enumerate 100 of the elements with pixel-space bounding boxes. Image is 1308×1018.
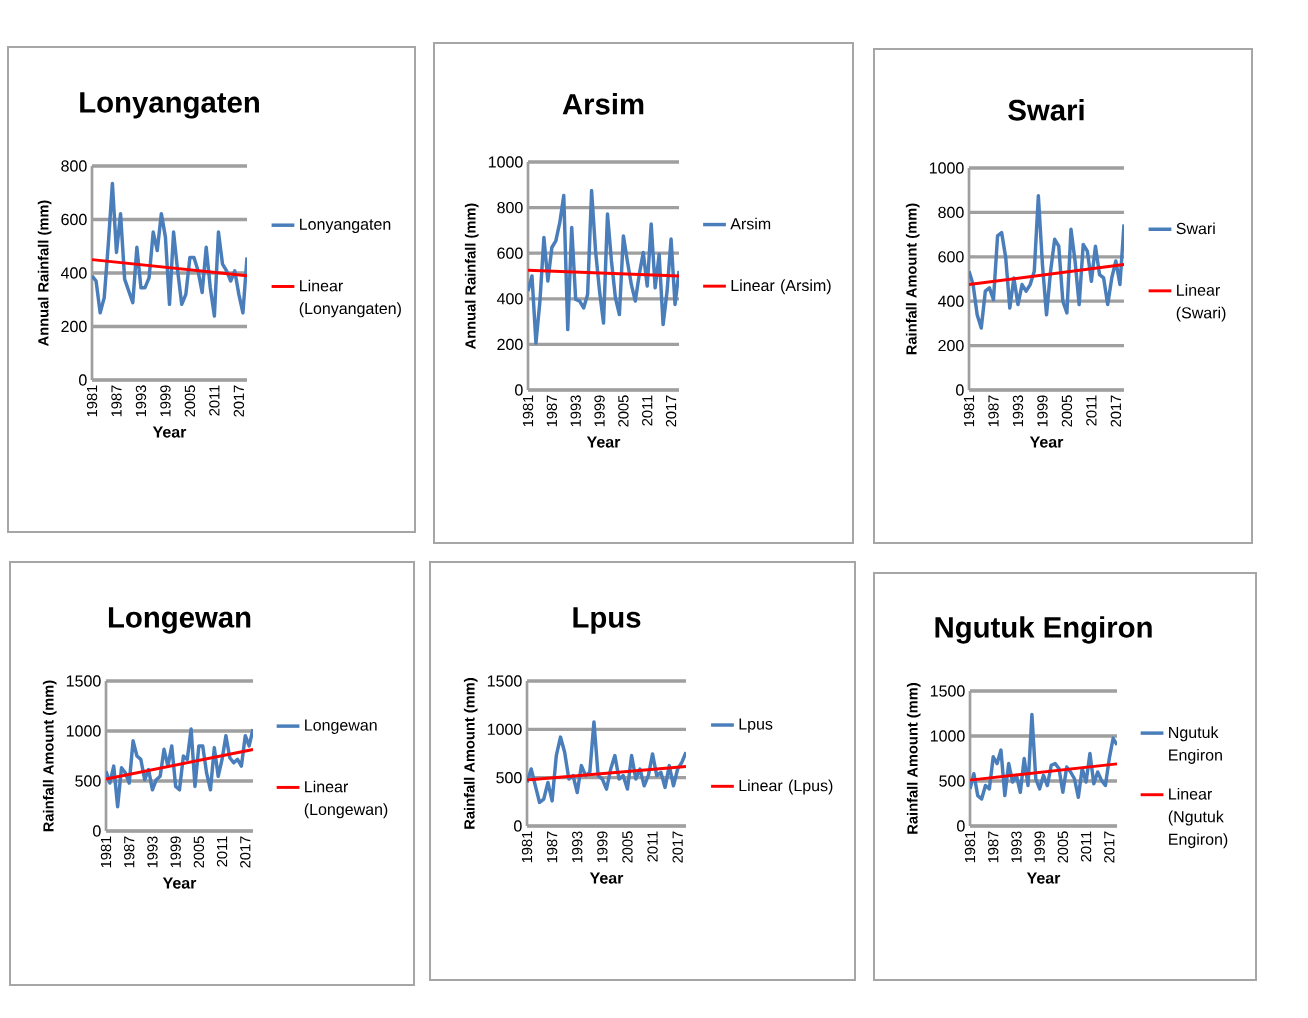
x-axis-title: Year bbox=[162, 877, 197, 889]
x-tick-label: 1999 bbox=[597, 831, 608, 863]
x-tick-label: 2005 bbox=[1061, 395, 1073, 427]
x-tick-label: 2011 bbox=[1080, 831, 1092, 862]
x-tick-label: 1981 bbox=[522, 395, 534, 427]
x-tick-label: 1987 bbox=[124, 836, 135, 868]
line-series bbox=[106, 727, 254, 809]
legend-label: Linear (Ngutuk Engiron) bbox=[1168, 787, 1228, 849]
y-tick-label: 800 bbox=[61, 160, 87, 172]
chart-title: Lpus bbox=[573, 607, 641, 634]
x-tick-label: 2017 bbox=[1110, 395, 1122, 427]
x-tick-label: 1999 bbox=[594, 395, 605, 427]
x-tick-label: 1993 bbox=[135, 385, 147, 417]
y-tick-label: 400 bbox=[60, 267, 87, 279]
chart-title: Lonyangaten bbox=[80, 92, 259, 119]
y-tick-label: 400 bbox=[937, 295, 964, 307]
y-tick-label: 200 bbox=[61, 320, 87, 333]
x-tick-label: 1981 bbox=[86, 385, 98, 417]
y-tick-label: 1500 bbox=[487, 675, 522, 687]
y-axis-title: Rainfall Amount (mm) bbox=[42, 680, 57, 832]
y-tick-label: 1000 bbox=[488, 156, 523, 168]
x-tick-label: 1993 bbox=[572, 831, 583, 863]
x-tick-label: 1993 bbox=[1012, 395, 1024, 427]
x-axis-title: Year bbox=[152, 426, 187, 438]
y-tick-label: 400 bbox=[496, 293, 523, 305]
x-tick-label: 2017 bbox=[1104, 831, 1115, 863]
y-tick-label: 0 bbox=[514, 820, 522, 832]
y-tick-label: 200 bbox=[497, 338, 523, 351]
x-tick-label: 2011 bbox=[216, 836, 228, 867]
y-tick-label: 500 bbox=[496, 772, 522, 784]
x-tick-label: 2017 bbox=[240, 836, 251, 868]
legend-label: Arsim bbox=[730, 217, 771, 230]
x-tick-label: 2011 bbox=[1086, 395, 1097, 426]
x-axis-title: Year bbox=[1026, 872, 1061, 884]
legend-label: Ngutuk Engiron bbox=[1169, 726, 1222, 764]
y-tick-label: 1000 bbox=[930, 730, 965, 742]
y-tick-label: 0 bbox=[79, 374, 87, 386]
x-tick-label: 1999 bbox=[1037, 395, 1048, 427]
x-tick-label: 2011 bbox=[647, 831, 658, 862]
legend-label: Linear (Arsim) bbox=[731, 279, 831, 295]
x-tick-label: 1987 bbox=[988, 831, 999, 863]
y-tick-label: 600 bbox=[61, 213, 87, 226]
x-axis-title: Year bbox=[589, 872, 624, 884]
legend-label: Linear (Swari) bbox=[1176, 284, 1226, 322]
line-series bbox=[970, 712, 1118, 801]
chart-title: Swari bbox=[1008, 99, 1084, 121]
x-tick-label: 2005 bbox=[193, 836, 205, 868]
x-tick-label: 1999 bbox=[160, 385, 171, 417]
x-tick-label: 1987 bbox=[546, 395, 558, 427]
x-tick-label: 1993 bbox=[570, 395, 581, 427]
y-tick-label: 600 bbox=[938, 251, 964, 263]
x-tick-label: 1981 bbox=[100, 836, 112, 868]
x-axis-title: Year bbox=[586, 436, 621, 448]
line-series bbox=[528, 188, 680, 345]
x-tick-label: 1987 bbox=[988, 395, 999, 427]
y-axis-title: Annual Rainfall (mm) bbox=[37, 200, 52, 346]
y-tick-label: 600 bbox=[497, 247, 523, 259]
x-tick-label: 2017 bbox=[665, 395, 677, 427]
y-axis-title: Rainfall Amount (mm) bbox=[905, 203, 920, 355]
x-tick-label: 1981 bbox=[521, 831, 533, 863]
y-tick-label: 0 bbox=[93, 825, 101, 837]
x-tick-label: 1981 bbox=[963, 395, 975, 427]
y-tick-label: 500 bbox=[75, 775, 101, 787]
legend-label: Linear (Lonyangaten) bbox=[299, 279, 401, 318]
x-tick-label: 1981 bbox=[964, 831, 976, 863]
y-tick-label: 0 bbox=[957, 820, 965, 832]
line-series bbox=[969, 194, 1125, 330]
y-tick-label: 500 bbox=[939, 775, 965, 787]
x-axis-title: Year bbox=[1029, 436, 1064, 448]
x-tick-label: 2005 bbox=[622, 831, 633, 863]
legend-label: Longewan bbox=[305, 719, 377, 734]
x-tick-label: 2005 bbox=[1057, 831, 1069, 863]
x-tick-label: 1999 bbox=[170, 836, 181, 868]
x-tick-label: 2011 bbox=[209, 385, 220, 416]
y-tick-label: 0 bbox=[956, 384, 964, 396]
x-tick-label: 2017 bbox=[672, 831, 683, 863]
y-tick-label: 800 bbox=[938, 206, 964, 219]
chart-title: Ngutuk Engiron bbox=[935, 616, 1152, 644]
y-tick-label: 1000 bbox=[487, 723, 522, 735]
y-axis-title: Rainfall Amount (mm) bbox=[463, 678, 478, 829]
chart-title: Longewan bbox=[108, 607, 251, 634]
y-tick-label: 0 bbox=[515, 384, 523, 396]
x-tick-label: 2005 bbox=[618, 395, 629, 427]
x-tick-label: 1993 bbox=[1011, 831, 1022, 863]
legend-label: Linear (Longewan) bbox=[304, 780, 388, 819]
legend-label: Linear (Lpus) bbox=[739, 779, 833, 795]
x-tick-label: 1987 bbox=[111, 385, 122, 417]
y-axis-title: Rainfall Amount (mm) bbox=[906, 683, 921, 834]
y-tick-label: 1000 bbox=[66, 725, 101, 737]
y-tick-label: 800 bbox=[497, 201, 523, 214]
x-tick-label: 2011 bbox=[642, 395, 653, 426]
legend-label: Lonyangaten bbox=[300, 218, 391, 234]
legend-label: Lpus bbox=[739, 718, 773, 733]
x-tick-label: 2005 bbox=[184, 385, 196, 417]
y-tick-label: 1500 bbox=[930, 685, 965, 697]
y-tick-label: 1500 bbox=[66, 675, 101, 687]
x-tick-label: 1993 bbox=[147, 836, 158, 868]
legend-label: Swari bbox=[1176, 222, 1215, 235]
x-tick-label: 1987 bbox=[546, 831, 558, 863]
y-tick-label: 200 bbox=[938, 339, 964, 352]
